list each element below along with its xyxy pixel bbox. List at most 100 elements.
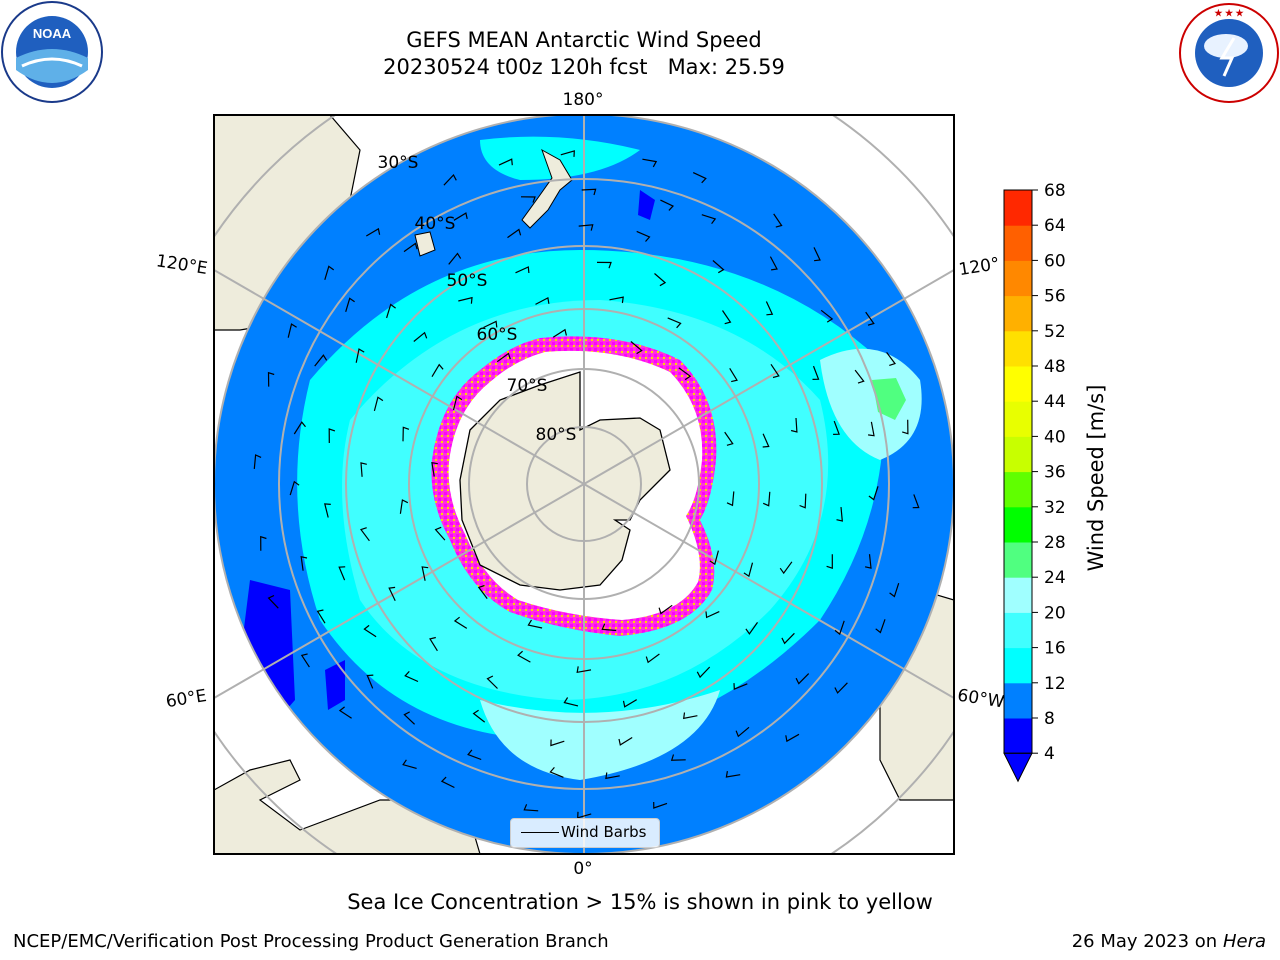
wind-barb <box>365 227 381 237</box>
wind-barb <box>795 673 810 685</box>
colorbar-block <box>1004 506 1032 543</box>
wind-barb <box>790 417 798 433</box>
wind-barb <box>781 632 795 645</box>
colorbar-tick-label: 32 <box>1044 498 1066 518</box>
wind-barb <box>712 260 725 274</box>
title-line-2: 20230524 t00z 120h fcst Max: 25.59 <box>383 55 785 79</box>
colorbar-tick-label: 52 <box>1044 322 1066 342</box>
colorbar-block <box>1004 366 1032 402</box>
colorbar-tick-label: 60 <box>1044 251 1066 271</box>
wind-barb <box>834 682 848 694</box>
wind-barb <box>267 594 279 609</box>
colorbar-block <box>1004 190 1032 226</box>
land-new-zealand <box>521 148 573 229</box>
wind-barb <box>399 499 409 514</box>
wind-barb <box>402 759 417 769</box>
wind-barb <box>912 494 920 509</box>
wind-barb <box>836 507 843 522</box>
wind-barb <box>366 674 374 689</box>
wind-barb <box>701 214 717 225</box>
colorbar-tick-label: 28 <box>1044 533 1066 553</box>
wind-barb <box>550 739 565 747</box>
colorbar-block <box>1004 436 1032 473</box>
wind-barb <box>498 158 513 166</box>
wind-barb <box>596 261 612 269</box>
colorbar-tick-label: 16 <box>1044 639 1066 659</box>
wind-barb <box>722 310 732 325</box>
wind-barb <box>785 733 800 743</box>
wind-barb <box>467 749 482 761</box>
colorbar-tick-label: 56 <box>1044 287 1066 307</box>
wind-barb <box>448 252 462 265</box>
wind-barb <box>654 273 667 287</box>
lon-label-0: 0° <box>573 859 592 879</box>
wind-barbs-legend: Wind Barbs <box>510 818 660 848</box>
lon-label-180: 180° <box>563 90 604 110</box>
wind-barb <box>549 767 564 778</box>
wind-barb <box>443 173 457 186</box>
wind-barb <box>453 212 468 221</box>
wind-barb <box>705 611 720 619</box>
wind-barb <box>678 367 692 381</box>
wind-barb <box>360 527 370 542</box>
wind-barb <box>453 616 468 629</box>
wind-barb <box>670 754 686 761</box>
wind-barb <box>799 493 807 509</box>
wind-barb <box>440 776 455 789</box>
wind-barb <box>560 150 575 157</box>
lon-label-120e: 120°E <box>155 251 209 279</box>
colorbar-block <box>1004 471 1032 508</box>
wind-barb <box>865 311 875 326</box>
wind-barb <box>267 371 275 387</box>
wind-barb <box>578 224 594 231</box>
colorbar-tick-label: 24 <box>1044 568 1066 588</box>
lat-label-80s: 80°S <box>536 425 577 445</box>
wind-barb <box>735 726 750 738</box>
wind-barb <box>413 331 428 342</box>
wind-barb <box>826 554 833 570</box>
wind-barb <box>667 317 682 329</box>
wind-barb <box>404 670 419 683</box>
land-antarctica <box>459 371 671 591</box>
wind-barb <box>743 562 754 578</box>
wind-barb <box>769 256 778 271</box>
svg-text:★ ★ ★: ★ ★ ★ <box>1214 8 1244 18</box>
colorbar-tick-label: 8 <box>1044 709 1055 729</box>
wind-barb <box>373 396 384 412</box>
wind-barb <box>287 323 297 338</box>
wind-barb <box>253 454 262 469</box>
colorbar-tick-label: 40 <box>1044 427 1066 447</box>
wind-barb <box>813 247 821 262</box>
footer-host: Hera <box>1222 931 1266 952</box>
colorbar-block <box>1004 401 1032 437</box>
wind-barb <box>576 666 592 674</box>
wind-barb <box>773 213 783 228</box>
wind-barb <box>902 419 909 435</box>
wind-barb <box>289 480 300 496</box>
wind-barb <box>636 230 651 242</box>
wind-barb <box>388 586 396 601</box>
colorbar-block <box>1004 682 1032 719</box>
wind-barb <box>360 462 367 477</box>
wind-barb <box>696 666 711 679</box>
title-line-1: GEFS MEAN Antarctic Wind Speed <box>406 28 762 52</box>
lon-label-60e: 60°E <box>164 686 208 712</box>
wind-barb <box>660 199 675 211</box>
wind-barb <box>692 172 707 184</box>
wind-barb <box>515 266 530 274</box>
colorbar-block <box>1004 647 1032 684</box>
colorbar-tick-label: 20 <box>1044 603 1066 623</box>
wind-barb <box>300 653 310 668</box>
lat-label-60s: 60°S <box>477 325 518 345</box>
footer-credit: NCEP/EMC/Verification Post Processing Pr… <box>13 931 609 952</box>
wind-barb <box>507 228 522 239</box>
map-frame <box>213 114 955 855</box>
wind-barb <box>762 491 771 507</box>
wind-barb <box>745 622 758 635</box>
wind-barb <box>363 624 377 638</box>
wind-barb <box>875 619 886 634</box>
colorbar-block <box>1004 612 1032 649</box>
colorbar-tick-label: 36 <box>1044 463 1066 483</box>
wind-barb <box>725 770 741 778</box>
